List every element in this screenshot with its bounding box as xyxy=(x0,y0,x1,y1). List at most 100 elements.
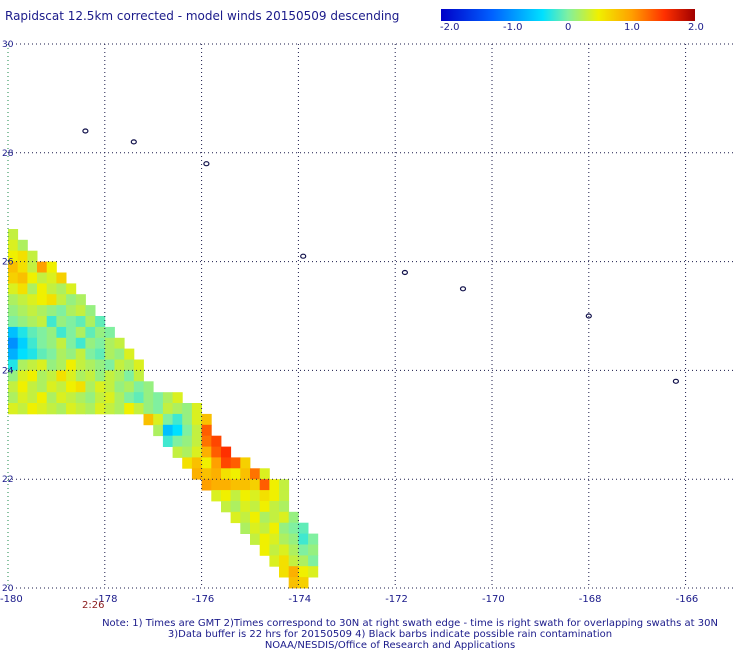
swath-cell xyxy=(37,305,48,317)
colorbar xyxy=(441,9,695,21)
swath-cell xyxy=(27,403,38,415)
swath-cell xyxy=(240,457,251,469)
swath-cell xyxy=(201,424,212,437)
swath-cell xyxy=(8,392,19,404)
swath-cell xyxy=(75,381,86,393)
swath-cell xyxy=(37,326,48,339)
swath-cell xyxy=(162,403,173,415)
swath-cell xyxy=(250,468,261,480)
swath-cell xyxy=(133,359,144,371)
swath-cell xyxy=(259,544,270,556)
swath-cell xyxy=(75,348,86,360)
swath-cell xyxy=(172,392,183,404)
swath-cell xyxy=(211,468,222,480)
swath-cell xyxy=(104,403,115,415)
colorbar-tick-label: 1.0 xyxy=(624,22,640,33)
swath-cell xyxy=(104,359,115,371)
swath-cell xyxy=(201,479,212,491)
colorbar-tick-label: -1.0 xyxy=(503,22,523,33)
swath-cell xyxy=(17,359,28,371)
swath-cell xyxy=(250,479,261,491)
swath-cell xyxy=(27,250,38,262)
swath-cell xyxy=(182,403,193,415)
swath-cell xyxy=(95,337,106,350)
island-outline xyxy=(300,253,307,259)
swath-cell xyxy=(240,479,251,491)
swath-cell xyxy=(8,261,19,273)
swath-cell xyxy=(269,479,280,491)
swath-cell xyxy=(95,370,106,382)
swath-cell xyxy=(27,272,38,284)
swath-cells xyxy=(8,229,319,589)
swath-cell xyxy=(95,403,106,415)
swath-cell xyxy=(124,370,135,382)
swath-cell xyxy=(8,250,19,262)
swath-cell xyxy=(124,392,135,404)
swath-cell xyxy=(37,381,48,393)
swath-cell xyxy=(104,348,115,360)
axis-labels: -180 -178 -176 -174 -172 -170 -168 -166 20 22 24 26… xyxy=(0,40,698,605)
swath-cell xyxy=(298,544,309,556)
swath-cell xyxy=(56,272,67,284)
swath-cell xyxy=(17,305,28,317)
swath-cell xyxy=(17,392,28,404)
swath-cell xyxy=(27,359,38,371)
swath-cell xyxy=(66,337,77,350)
swath-cell xyxy=(162,435,173,447)
swath-cell xyxy=(143,413,154,426)
swath-cell xyxy=(46,316,57,328)
swath-cell xyxy=(56,348,67,360)
swath-cell xyxy=(124,359,135,371)
swath-cell xyxy=(191,457,202,469)
swath-cell xyxy=(27,326,38,339)
swath-cell xyxy=(288,522,299,534)
swath-cell xyxy=(85,381,96,393)
swath-cell xyxy=(17,337,28,350)
swath-cell xyxy=(279,522,290,534)
swath-cell xyxy=(66,283,77,295)
swath-cell xyxy=(182,457,193,469)
swath-cell xyxy=(95,326,106,339)
swath-cell xyxy=(66,348,77,360)
swath-cell xyxy=(104,392,115,404)
swath-cell xyxy=(85,316,96,328)
swath-cell xyxy=(221,490,232,502)
swath-cell xyxy=(230,457,241,469)
swath-cell xyxy=(27,261,38,273)
swath-cell xyxy=(66,392,77,404)
swath-cell xyxy=(46,272,57,284)
swath-cell xyxy=(162,392,173,404)
swath-cell xyxy=(66,326,77,339)
island-outline xyxy=(672,378,680,384)
swath-cell xyxy=(133,381,144,393)
swath-cell xyxy=(75,316,86,328)
swath-cell xyxy=(288,544,299,556)
swath-cell xyxy=(56,316,67,328)
swath-cell xyxy=(27,348,38,360)
swath-cell xyxy=(201,435,212,447)
map-title: Rapidscat 12.5km corrected - model winds… xyxy=(5,9,400,23)
swath-cell xyxy=(308,544,319,556)
swath-cell xyxy=(27,294,38,306)
swath-cell xyxy=(37,403,48,415)
swath-cell xyxy=(85,348,96,360)
swath-cell xyxy=(114,381,125,393)
swath-cell xyxy=(56,392,67,404)
island-outline xyxy=(585,313,592,319)
y-tick-label: 20 xyxy=(2,584,14,594)
swath-cell xyxy=(269,544,280,556)
swath-cell xyxy=(230,468,241,480)
swath-cell xyxy=(240,490,251,502)
swath-cell xyxy=(104,381,115,393)
note-line-3: NOAA/NESDIS/Office of Research and Appli… xyxy=(264,640,516,651)
swath-cell xyxy=(308,555,319,567)
swath-cell xyxy=(269,522,280,534)
swath-cell xyxy=(298,566,309,578)
swath-cell xyxy=(46,283,57,295)
swath-cell xyxy=(133,403,144,415)
y-tick-label: 30 xyxy=(2,40,14,50)
swath-cell xyxy=(250,501,261,513)
swath-cell xyxy=(240,468,251,480)
swath-cell xyxy=(259,522,270,534)
swath-cell xyxy=(269,533,280,545)
